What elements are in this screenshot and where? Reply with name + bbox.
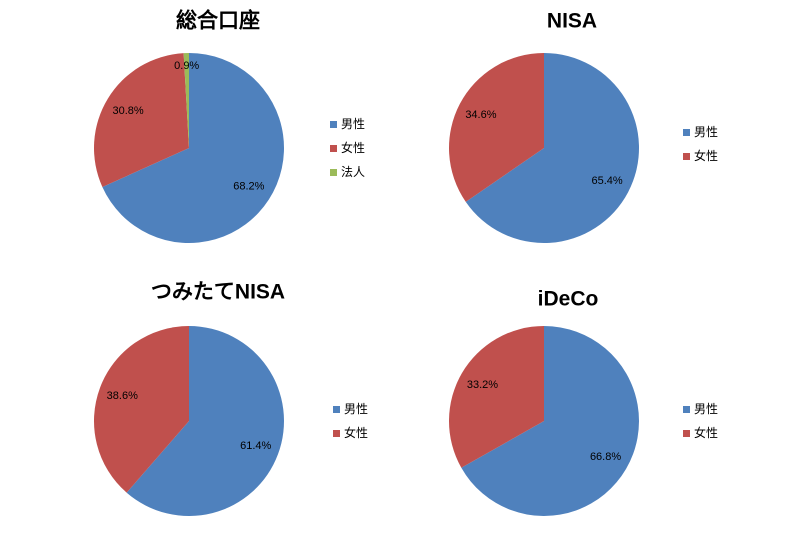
pie-slice <box>102 53 284 243</box>
data-label: 65.4% <box>591 175 622 187</box>
legend-label: 法人 <box>341 165 365 179</box>
data-label: 34.6% <box>465 109 496 121</box>
legend-label: 女性 <box>694 148 718 163</box>
data-label: 33.2% <box>467 379 498 391</box>
pie-slice <box>94 326 189 493</box>
legend-swatch <box>683 406 690 413</box>
legend-label: 女性 <box>694 425 718 440</box>
legend-swatch <box>330 145 337 152</box>
legend-label: 男性 <box>694 125 718 139</box>
legend-swatch <box>683 153 690 160</box>
pie-slice <box>183 53 189 148</box>
legend-swatch <box>330 169 337 176</box>
legend-label: 女性 <box>344 425 368 440</box>
data-label: 66.8% <box>590 451 621 463</box>
chart-title: つみたてNISA <box>151 281 285 304</box>
data-label: 68.2% <box>233 181 264 193</box>
legend-swatch <box>333 406 340 413</box>
legend-swatch <box>683 129 690 136</box>
legend-swatch <box>683 430 690 437</box>
legend-label: 男性 <box>694 402 718 416</box>
legend-swatch <box>330 121 337 128</box>
pie-slice <box>461 326 639 517</box>
chart-title: NISA <box>547 10 597 33</box>
legend-swatch <box>333 430 340 437</box>
legend-label: 男性 <box>344 402 368 416</box>
data-label: 61.4% <box>240 440 271 452</box>
chart-title: iDeCo <box>538 288 599 311</box>
data-label: 38.6% <box>107 390 138 402</box>
pie-slice <box>93 53 189 187</box>
data-label: 30.8% <box>112 105 143 117</box>
legend-label: 男性 <box>341 117 365 131</box>
pie-slice <box>449 52 544 202</box>
chart-title: 総合口座 <box>176 9 260 33</box>
pie-slice <box>449 326 544 468</box>
legend-label: 女性 <box>341 140 365 155</box>
data-label: 0.9% <box>174 60 199 72</box>
pie-slice <box>126 326 285 516</box>
pie-slice <box>465 53 640 243</box>
